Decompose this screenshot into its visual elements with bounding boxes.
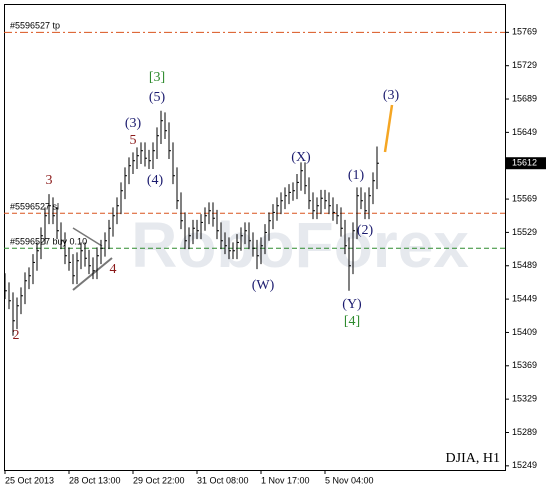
watermark: RoboForex bbox=[131, 209, 469, 281]
wave-label: (W) bbox=[252, 278, 275, 293]
wave-label: (Y) bbox=[342, 297, 362, 312]
x-tick-label: 28 Oct 13:00 bbox=[69, 475, 121, 485]
y-tick-label: 15769 bbox=[512, 27, 537, 37]
x-tick-label: 31 Oct 08:00 bbox=[197, 475, 249, 485]
wave-label: (1) bbox=[348, 168, 365, 183]
order-level-label: #5596527 sl bbox=[10, 202, 59, 212]
wave-label: (2) bbox=[357, 223, 374, 238]
y-tick-label: 15409 bbox=[512, 327, 537, 337]
y-tick-label: 15289 bbox=[512, 427, 537, 437]
wave-label: 2 bbox=[13, 328, 20, 343]
projection-line bbox=[383, 104, 394, 153]
y-tick-label: 15329 bbox=[512, 394, 537, 404]
y-tick-label: 15249 bbox=[512, 460, 537, 470]
y-tick-label: 15489 bbox=[512, 260, 537, 270]
x-tick-label: 25 Oct 2013 bbox=[5, 475, 54, 485]
plot-frame bbox=[4, 4, 506, 471]
x-tick-label: 29 Oct 22:00 bbox=[133, 475, 185, 485]
y-tick-label: 15689 bbox=[512, 93, 537, 103]
wave-label: (3) bbox=[125, 116, 142, 131]
y-tick-label: 15649 bbox=[512, 127, 537, 137]
x-tick-label: 1 Nov 17:00 bbox=[261, 475, 310, 485]
trend-line bbox=[72, 227, 103, 247]
wave-label: 4 bbox=[110, 262, 117, 277]
wave-label: (4) bbox=[147, 173, 164, 188]
wave-label: [4] bbox=[344, 314, 360, 329]
current-price-box bbox=[506, 157, 546, 170]
symbol-label: DJIA, H1 bbox=[446, 451, 500, 466]
order-level-label: #5596527 tp bbox=[10, 21, 60, 31]
wave-label: (X) bbox=[291, 150, 311, 165]
wave-label: (5) bbox=[149, 90, 166, 105]
y-tick-label: 15449 bbox=[512, 293, 537, 303]
wave-label: (3) bbox=[383, 88, 400, 103]
y-tick-label: 15729 bbox=[512, 60, 537, 70]
y-tick-label: 15569 bbox=[512, 193, 537, 203]
wave-label: 5 bbox=[130, 133, 137, 148]
y-tick-label: 15369 bbox=[512, 360, 537, 370]
wave-label: 3 bbox=[46, 173, 53, 188]
x-tick-label: 5 Nov 04:00 bbox=[325, 475, 374, 485]
current-price-label: 15612 bbox=[512, 158, 537, 168]
wave-label: [3] bbox=[149, 70, 165, 85]
order-level-label: #5596527 buy 0.10 bbox=[10, 237, 87, 247]
y-tick-label: 15529 bbox=[512, 227, 537, 237]
